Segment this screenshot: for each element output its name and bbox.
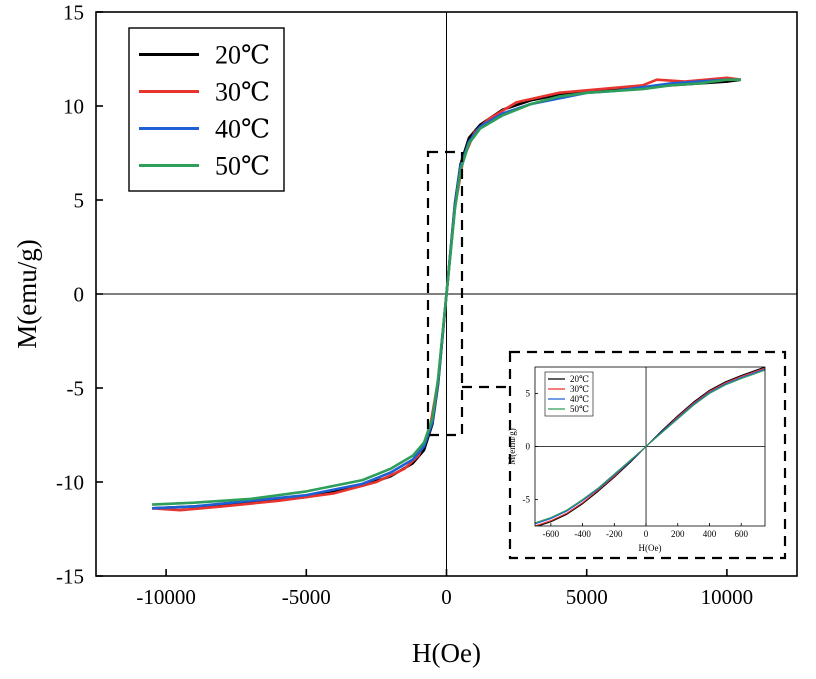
main-legend-label: 40℃ bbox=[215, 115, 270, 144]
inset-plot: -600 -400 -200 0 200 400 600 -5 0 5 H(Oe) M(emu/g) 2… bbox=[507, 366, 766, 553]
main-x-tick-label: 5000 bbox=[566, 585, 608, 609]
main-y-axis-title: M(emu/g) bbox=[12, 239, 42, 348]
inset-y-tick-label: 5 bbox=[526, 389, 531, 399]
inset-x-tick-label: 0 bbox=[644, 529, 649, 539]
inset-legend-label: 40℃ bbox=[570, 394, 589, 404]
main-y-tick-label: 15 bbox=[63, 0, 84, 24]
inset-y-tick-label: 0 bbox=[526, 442, 531, 452]
main-x-tick-label: 0 bbox=[441, 585, 452, 609]
main-series-line-50c bbox=[152, 78, 741, 506]
main-legend-label: 50℃ bbox=[215, 152, 270, 181]
inset-series-line-50c bbox=[535, 369, 765, 524]
main-x-tick-label: -10000 bbox=[136, 585, 196, 609]
inset-y-axis-title: M(emu/g) bbox=[507, 428, 517, 465]
main-y-tick-label: -10 bbox=[56, 470, 84, 494]
main-x-axis-title: H(Oe) bbox=[412, 638, 481, 668]
inset-x-axis-title: H(Oe) bbox=[639, 543, 662, 553]
main-y-tick-label: 5 bbox=[74, 188, 85, 212]
inset-legend-label: 30℃ bbox=[570, 384, 589, 394]
main-y-tick-label: 10 bbox=[63, 94, 84, 118]
main-x-tick-label: -5000 bbox=[282, 585, 331, 609]
main-y-tick-label: -15 bbox=[56, 564, 84, 588]
zoom-region-rect bbox=[426, 150, 464, 437]
inset-legend-label: 20℃ bbox=[570, 374, 589, 384]
inset-x-tick-label: -400 bbox=[574, 529, 591, 539]
inset-x-tick-label: 400 bbox=[703, 529, 717, 539]
main-x-tick-label: 10000 bbox=[701, 585, 754, 609]
main-y-tick-label: 0 bbox=[74, 282, 85, 306]
inset-x-tick-label: 200 bbox=[671, 529, 685, 539]
inset-legend-label: 50℃ bbox=[570, 404, 589, 414]
main-y-tick-label: -5 bbox=[67, 376, 85, 400]
inset-x-tick-label: 600 bbox=[734, 529, 748, 539]
main-plot: -10000 -5000 0 5000 10000 -15 -10 -5 0 5 10 15 H(Oe)… bbox=[12, 0, 798, 668]
zoom-region-markers bbox=[426, 150, 787, 560]
inset-x-tick-label: -600 bbox=[543, 529, 560, 539]
inset-x-tick-label: -200 bbox=[606, 529, 623, 539]
inset-y-tick-label: -5 bbox=[523, 495, 531, 505]
main-legend-label: 20℃ bbox=[215, 41, 270, 70]
main-legend-label: 30℃ bbox=[215, 78, 270, 107]
